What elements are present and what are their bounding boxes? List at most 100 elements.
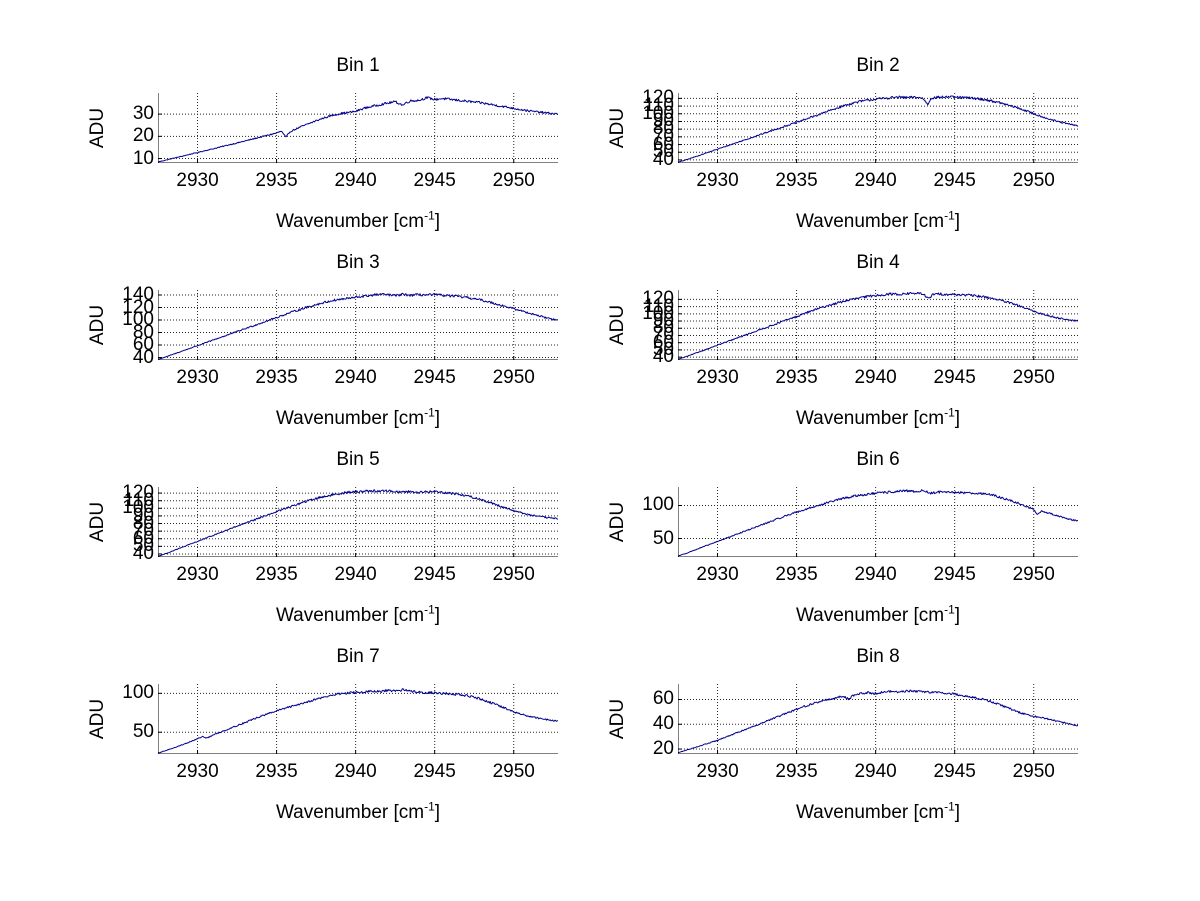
y-tick-label: 90 [652,310,674,332]
x-axis-label-main: Wavenumber [cm [795,408,945,429]
y-tick-label: 80 [652,317,674,339]
x-axis-label-bracket: ] [954,408,961,429]
x-tick-label: 2950 [1012,170,1055,191]
y-tick-label: 100 [122,682,154,704]
x-axis-label-bracket: ] [434,408,441,429]
x-tick-label: 2930 [696,564,739,585]
subplot-panel-4: Bin 4 ADU 40 50 60 70 80 90 100 110 120 2930 2935 294… [578,252,1078,429]
x-tick-label: 2935 [775,564,818,585]
plot-svg-3 [158,290,558,360]
y-tick-label: 70 [652,324,674,346]
subplot-title-3: Bin 3 [336,252,380,273]
spectrum-trace-1 [158,96,558,163]
y-tick-label: 110 [643,95,674,117]
y-tick-label: 60 [652,133,674,155]
x-tick-label: 2945 [413,564,456,585]
axes-3 [158,290,558,360]
x-tick-label: 2945 [933,170,976,191]
axes-2 [678,93,1078,163]
y-tick-label: 50 [652,141,674,163]
x-axis-label-exponent: -1 [944,602,955,617]
axes-4 [678,290,1078,360]
x-tick-label: 2940 [854,170,897,191]
subplot-panel-1: Bin 1 ADU 10 20 30 2930 2935 2940 2945 2950 Wavenu… [58,55,558,232]
plot-svg-8 [678,684,1078,754]
x-axis-label-main: Wavenumber [cm [275,802,425,823]
x-tick-label: 2930 [176,170,219,191]
x-tick-label: 2940 [854,367,897,388]
x-tick-label: 2940 [334,367,377,388]
y-tick-label: 120 [642,87,674,109]
y-tick-label: 30 [132,103,154,125]
y-tick-label: 110 [123,489,154,511]
x-axis-label-6: Wavenumber [cm-1] [678,602,1078,627]
y-tick-label: 140 [122,284,154,305]
plot-svg-5 [158,487,558,557]
x-axis-label-exponent: -1 [944,799,955,814]
x-axis-label-8: Wavenumber [cm-1] [678,799,1078,824]
x-axis-label-exponent: -1 [424,799,435,814]
subplot-panel-8: Bin 8 ADU 20 40 60 2930 2935 2940 2945 2950 Wavenu… [578,646,1078,823]
x-axis-label-bracket: ] [954,211,961,232]
spectrum-trace-7 [158,688,558,754]
x-axis-label-bracket: ] [434,605,441,626]
y-tick-label: 10 [132,147,154,169]
y-tick-label: 80 [132,512,154,534]
y-tick-label: 80 [652,118,674,140]
x-axis-label-3: Wavenumber [cm-1] [158,407,558,430]
x-tick-label: 2935 [775,761,818,782]
x-axis-label-main: Wavenumber [cm [275,605,425,626]
x-tick-label: 2930 [176,761,219,782]
spectrum-trace-4 [678,291,1078,360]
x-axis-label-main: Wavenumber [cm [795,802,945,823]
y-tick-label: 70 [652,125,674,147]
y-tick-label: 70 [132,520,154,542]
axes-7 [158,684,558,754]
axes-5 [158,487,558,557]
y-tick-label: 90 [652,110,674,132]
x-axis-label-bracket: ] [954,605,961,626]
x-tick-label: 2950 [1012,367,1055,388]
x-tick-label: 2945 [413,761,456,782]
axes-8 [678,684,1078,754]
x-axis-label-bracket: ] [434,211,441,232]
y-tick-label: 40 [652,713,674,735]
subplot-title-4: Bin 4 [856,252,900,273]
subplot-title-1: Bin 1 [336,55,380,76]
y-tick-label: 80 [132,321,154,343]
x-tick-label: 2930 [696,761,739,782]
spectrum-trace-3 [158,292,558,360]
x-tick-label: 2935 [775,170,818,191]
x-tick-label: 2930 [696,170,739,191]
subplot-panel-5: Bin 5 ADU 40 50 60 70 80 90 100 110 120 2930 2935 294… [58,449,558,626]
x-axis-label-bracket: ] [954,802,961,823]
x-tick-label: 2935 [255,564,298,585]
x-tick-label: 2950 [492,564,535,585]
y-tick-label: 120 [122,296,154,318]
y-tick-label: 40 [132,346,154,368]
y-tick-label: 60 [132,527,154,549]
subplot-panel-7: Bin 7 ADU 50 100 2930 2935 2940 2945 2950 Wavenum… [58,646,558,823]
x-tick-label: 2935 [255,170,298,191]
plot-svg-7 [158,684,558,754]
x-axis-label-main: Wavenumber [cm [275,408,425,429]
x-tick-label: 2930 [696,367,739,388]
x-tick-label: 2950 [1012,761,1055,782]
x-tick-label: 2940 [334,761,377,782]
x-axis-label-5: Wavenumber [cm-1] [158,604,558,627]
axes-6 [678,487,1078,557]
x-tick-label: 2950 [492,170,535,191]
plot-svg-6 [678,487,1078,557]
x-tick-label: 2940 [334,170,377,191]
y-tick-label: 20 [652,738,674,760]
x-axis-label-4: Wavenumber [cm-1] [678,407,1078,430]
x-tick-label: 2935 [255,761,298,782]
x-axis-label-main: Wavenumber [cm [795,605,945,626]
y-tick-label: 50 [132,721,154,743]
y-tick-label: 20 [132,125,154,147]
spectrum-trace-8 [678,689,1078,754]
plot-svg-2 [678,93,1078,163]
y-tick-label: 60 [652,331,674,353]
y-tick-label: 120 [642,288,674,310]
